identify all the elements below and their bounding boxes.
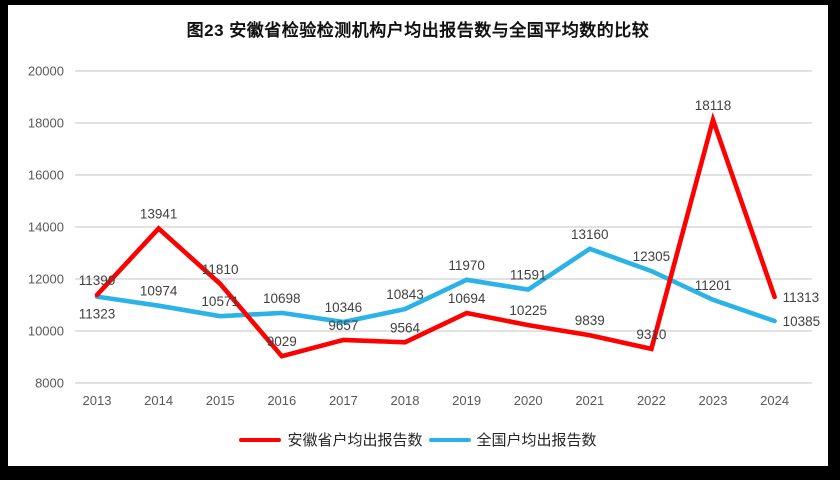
data-point-label: 9564: [390, 320, 421, 335]
x-axis-tick-label: 2019: [452, 393, 481, 408]
data-point-label: 10698: [263, 291, 301, 306]
x-axis-tick-label: 2015: [206, 393, 235, 408]
data-point-label: 9657: [328, 318, 358, 333]
data-point-label: 9029: [267, 334, 297, 349]
data-point-label: 13160: [571, 227, 609, 242]
y-axis-tick-label: 20000: [28, 64, 64, 79]
data-point-label: 10694: [448, 291, 486, 306]
x-axis-tick-label: 2020: [514, 393, 543, 408]
chart-legend: 安徽省户均出报告数 全国户均出报告数: [8, 429, 828, 450]
data-point-label: 18118: [695, 98, 732, 113]
data-point-label: 11591: [510, 268, 547, 283]
data-point-label: 13941: [140, 207, 178, 222]
chart-title: 图23 安徽省检验检测机构户均出报告数与全国平均数的比较: [186, 21, 650, 40]
chart-canvas: 图23 安徽省检验检测机构户均出报告数与全国平均数的比较 8000 10000 12…: [8, 5, 828, 466]
legend-label-anhui: 安徽省户均出报告数: [287, 432, 423, 449]
x-axis-tick-label: 2013: [83, 393, 112, 408]
data-point-label: 11810: [202, 262, 239, 277]
data-point-label: 10225: [509, 303, 547, 318]
y-axis-tick-label: 16000: [28, 168, 64, 183]
data-point-label: 10346: [325, 300, 363, 315]
data-point-label: 11323: [79, 307, 116, 322]
y-axis-tick-label: 12000: [28, 272, 64, 287]
data-point-label: 9839: [575, 313, 605, 328]
x-axis-tick-label: 2023: [699, 393, 728, 408]
data-point-label: 11390: [79, 273, 116, 288]
x-axis-tick-label: 2021: [575, 393, 604, 408]
x-axis-tick-label: 2017: [329, 393, 358, 408]
data-point-label: 11201: [695, 278, 732, 293]
data-point-label: 9310: [636, 327, 666, 342]
data-point-label: 10974: [140, 284, 178, 299]
legend-item-anhui: 安徽省户均出报告数: [239, 429, 423, 450]
data-point-label: 10385: [783, 314, 821, 329]
legend-item-national: 全国户均出报告数: [428, 429, 597, 450]
blue-line-swatch-icon: [428, 437, 471, 442]
y-axis-tick-label: 8000: [35, 376, 64, 391]
line-chart-plot-area: 8000 10000 12000 14000 16000 18000 20000 2013 20…: [28, 64, 821, 409]
x-axis-tick-label: 2016: [267, 393, 296, 408]
legend-label-national: 全国户均出报告数: [476, 432, 597, 449]
red-line-swatch-icon: [239, 437, 282, 442]
y-axis-tick-label: 14000: [28, 220, 64, 235]
x-axis-tick-label: 2024: [760, 393, 789, 408]
data-point-label: 10843: [386, 287, 424, 302]
data-point-label: 12305: [633, 249, 671, 264]
y-axis-tick-label: 18000: [28, 116, 64, 131]
x-axis-tick-label: 2014: [144, 393, 173, 408]
data-point-label: 11313: [783, 290, 820, 305]
data-point-label: 11970: [448, 258, 485, 273]
x-axis-tick-label: 2022: [637, 393, 666, 408]
data-point-label: 10571: [201, 294, 239, 309]
y-axis-tick-label: 10000: [28, 324, 64, 339]
x-axis-tick-label: 2018: [391, 393, 420, 408]
